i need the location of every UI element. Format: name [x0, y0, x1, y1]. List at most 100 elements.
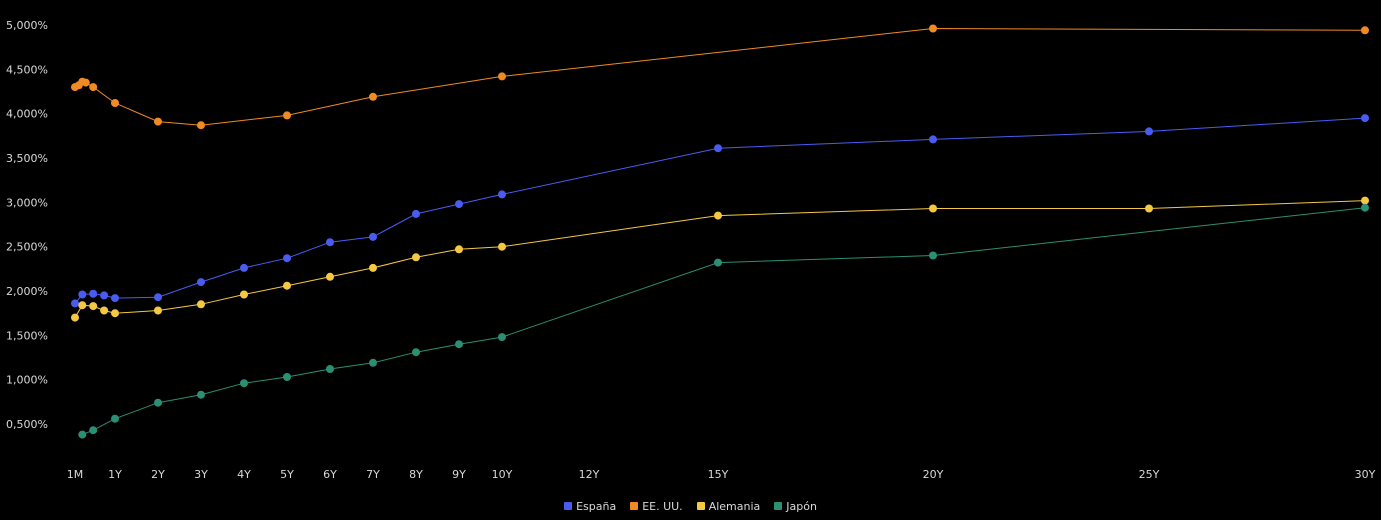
- data-point[interactable]: [71, 313, 79, 322]
- y-tick-label: 5,000%: [6, 19, 48, 32]
- legend-item[interactable]: Alemania: [696, 499, 761, 513]
- legend-label: España: [576, 499, 617, 513]
- data-point[interactable]: [412, 253, 420, 262]
- legend-item[interactable]: EE. UU.: [630, 500, 683, 513]
- data-point[interactable]: [197, 300, 205, 309]
- data-point[interactable]: [283, 373, 291, 381]
- data-point[interactable]: [197, 390, 205, 399]
- data-point[interactable]: [929, 24, 937, 33]
- data-point[interactable]: [326, 365, 334, 373]
- data-point[interactable]: [369, 92, 377, 101]
- data-point[interactable]: [283, 281, 291, 290]
- data-point[interactable]: [100, 291, 109, 300]
- data-point[interactable]: [929, 204, 937, 213]
- x-tick-label: 1M: [67, 468, 84, 481]
- data-point[interactable]: [1361, 114, 1369, 123]
- data-point[interactable]: [111, 294, 119, 303]
- x-tick-label: 8Y: [409, 468, 423, 481]
- legend-swatch: [630, 502, 639, 510]
- data-point[interactable]: [71, 299, 79, 308]
- data-point[interactable]: [111, 414, 119, 423]
- data-point[interactable]: [89, 426, 98, 435]
- data-point[interactable]: [714, 144, 722, 153]
- x-tick-label: 15Y: [708, 468, 729, 481]
- data-point[interactable]: [1145, 204, 1153, 213]
- data-point[interactable]: [1145, 127, 1153, 136]
- data-point[interactable]: [283, 254, 291, 263]
- data-point[interactable]: [240, 379, 248, 388]
- x-tick-label: 25Y: [1139, 468, 1160, 481]
- series-line: [82, 207, 1366, 436]
- data-point[interactable]: [929, 251, 937, 260]
- x-axis: 1M 1Y 2Y 3Y 4Y 5Y 6Y 7Y 8Y 9Y 10Y 12Y 15Y 20Y 25Y 30Y: [67, 468, 1376, 481]
- x-tick-label: 1Y: [108, 468, 122, 481]
- x-tick-label: 9Y: [452, 468, 466, 481]
- x-tick-label: 12Y: [579, 468, 600, 481]
- data-point[interactable]: [240, 290, 248, 299]
- data-point[interactable]: [412, 348, 420, 357]
- y-tick-label: 4,000%: [6, 108, 48, 121]
- data-point[interactable]: [326, 272, 334, 281]
- data-point[interactable]: [111, 309, 119, 318]
- data-point[interactable]: [714, 211, 722, 220]
- y-tick-label: 1,000%: [6, 374, 48, 387]
- data-point[interactable]: [369, 263, 377, 272]
- data-point[interactable]: [1361, 203, 1369, 212]
- series-0: [71, 114, 1369, 308]
- series-line: [74, 27, 1366, 126]
- legend-swatch: [774, 502, 783, 510]
- data-point[interactable]: [412, 209, 420, 218]
- series-1: [71, 24, 1369, 130]
- data-point[interactable]: [369, 232, 377, 241]
- data-point[interactable]: [197, 121, 205, 130]
- x-tick-label: 6Y: [323, 468, 337, 481]
- data-point[interactable]: [1361, 196, 1369, 205]
- data-point[interactable]: [498, 333, 506, 342]
- data-point[interactable]: [154, 117, 162, 126]
- legend-label: Japón: [786, 499, 817, 513]
- data-point[interactable]: [498, 72, 506, 81]
- y-tick-label: 1,500%: [6, 329, 48, 342]
- data-point[interactable]: [326, 238, 334, 247]
- data-point[interactable]: [89, 302, 98, 311]
- legend-swatch: [696, 502, 705, 510]
- x-tick-label: 7Y: [366, 468, 380, 481]
- y-tick-label: 3,000%: [6, 196, 48, 209]
- data-point[interactable]: [498, 190, 506, 199]
- x-tick-label: 4Y: [237, 468, 251, 481]
- legend: España EE. UU. Alemania Japón: [0, 498, 1381, 514]
- data-point[interactable]: [197, 278, 205, 287]
- data-point[interactable]: [929, 135, 937, 144]
- data-point[interactable]: [89, 289, 98, 298]
- data-point[interactable]: [89, 83, 98, 92]
- data-point[interactable]: [455, 340, 463, 349]
- data-point[interactable]: [1361, 26, 1369, 35]
- x-tick-label: 20Y: [923, 468, 944, 481]
- data-point[interactable]: [78, 301, 87, 310]
- x-tick-label: 30Y: [1355, 468, 1376, 481]
- data-point[interactable]: [154, 293, 162, 302]
- data-point[interactable]: [111, 99, 119, 107]
- data-point[interactable]: [240, 263, 248, 272]
- data-point[interactable]: [283, 111, 291, 120]
- data-point[interactable]: [714, 258, 722, 267]
- data-point[interactable]: [154, 306, 162, 315]
- data-point[interactable]: [369, 358, 377, 367]
- data-point[interactable]: [154, 398, 162, 407]
- y-tick-label: 4,500%: [6, 63, 48, 76]
- data-point[interactable]: [455, 200, 463, 209]
- data-point[interactable]: [78, 290, 87, 299]
- x-tick-label: 5Y: [280, 468, 294, 481]
- data-point[interactable]: [78, 430, 87, 439]
- legend-item[interactable]: España: [564, 500, 616, 513]
- data-point[interactable]: [81, 78, 90, 87]
- legend-item[interactable]: Japón: [774, 500, 817, 513]
- data-point[interactable]: [455, 245, 463, 254]
- legend-label: Alemania: [708, 499, 761, 513]
- series-3: [78, 203, 1369, 439]
- x-tick-label: 3Y: [194, 468, 208, 481]
- data-point[interactable]: [498, 242, 506, 251]
- data-point[interactable]: [100, 306, 109, 315]
- y-tick-label: 3,500%: [6, 152, 48, 165]
